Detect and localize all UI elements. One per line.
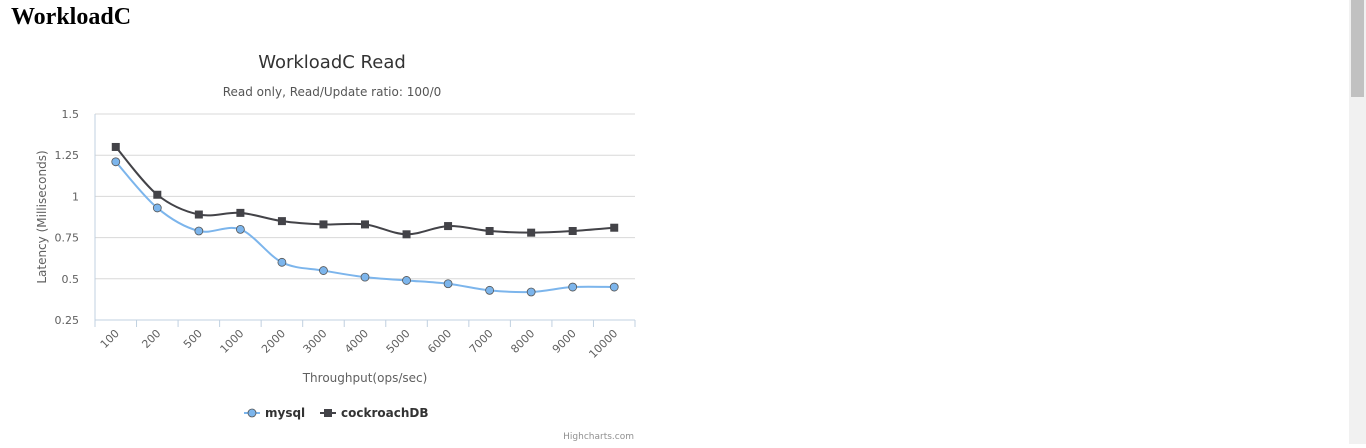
chart-subtitle: Read only, Read/Update ratio: 100/0 <box>223 85 442 99</box>
data-point-cockroachDB[interactable] <box>236 208 245 217</box>
page-heading: WorkloadC <box>11 4 132 30</box>
data-point-mysql[interactable] <box>443 279 453 289</box>
data-point-mysql[interactable] <box>526 287 536 297</box>
scrollbar-thumb[interactable] <box>1351 0 1364 97</box>
x-tick-label: 200 <box>139 327 163 351</box>
data-point-cockroachDB[interactable] <box>568 227 577 236</box>
x-axis-title: Throughput(ops/sec) <box>302 371 428 385</box>
data-point-cockroachDB[interactable] <box>485 227 494 236</box>
y-tick-label: 0.5 <box>62 273 80 286</box>
line-chart: WorkloadC Read Read only, Read/Update ra… <box>35 52 636 442</box>
data-point-mysql[interactable] <box>360 272 370 282</box>
data-point-mysql[interactable] <box>568 282 578 292</box>
legend-item-cockroachDB[interactable]: cockroachDB <box>320 406 428 420</box>
x-tick-label: 4000 <box>342 327 371 356</box>
y-axis-title: Latency (Milliseconds) <box>35 150 49 283</box>
grid-lines <box>95 113 635 280</box>
x-tick-label: 6000 <box>425 327 454 356</box>
data-point-mysql[interactable] <box>402 276 411 285</box>
data-point-cockroachDB[interactable] <box>361 220 369 229</box>
legend-label: cockroachDB <box>341 406 428 420</box>
data-point-cockroachDB[interactable] <box>527 228 536 237</box>
legend-item-mysql[interactable]: mysql <box>244 406 305 420</box>
data-point-mysql[interactable] <box>609 282 619 292</box>
x-tick-label: 10000 <box>586 327 620 361</box>
data-point-cockroachDB[interactable] <box>610 223 619 232</box>
data-point-cockroachDB[interactable] <box>402 230 411 239</box>
data-point-mysql[interactable] <box>235 224 245 234</box>
x-tick-label: 2000 <box>259 327 288 356</box>
data-point-cockroachDB[interactable] <box>319 220 328 229</box>
data-point-mysql[interactable] <box>111 157 121 167</box>
data-point-mysql[interactable] <box>319 266 328 275</box>
axes: 0.25 0.5 0.75 1 1.25 1.5 100 200 500 1000 2000 3000… <box>55 108 636 361</box>
chart-container: WorkloadC Read Read only, Read/Update ra… <box>0 0 650 444</box>
data-point-mysql[interactable] <box>485 285 495 295</box>
x-tick-label: 100 <box>98 327 122 351</box>
x-tick-label: 1000 <box>218 327 247 356</box>
vertical-scrollbar[interactable] <box>1349 0 1366 444</box>
legend-label: mysql <box>265 406 305 420</box>
series-lines <box>115 146 615 294</box>
highcharts-credits-link[interactable]: Highcharts.com <box>563 432 634 442</box>
data-point-cockroachDB[interactable] <box>111 142 120 151</box>
data-point-cockroachDB[interactable] <box>194 210 203 219</box>
data-point-mysql[interactable] <box>152 203 162 213</box>
y-tick-label: 1.25 <box>55 149 80 162</box>
legend-circle-marker <box>247 408 257 418</box>
data-point-cockroachDB[interactable] <box>444 222 453 231</box>
data-point-mysql[interactable] <box>277 257 287 267</box>
x-tick-label: 3000 <box>301 327 330 356</box>
y-tick-label: 1.5 <box>62 108 80 121</box>
x-tick-label: 7000 <box>467 327 496 356</box>
legend-square-marker <box>324 409 332 417</box>
y-tick-label: 0.25 <box>55 314 80 327</box>
data-point-cockroachDB[interactable] <box>153 190 162 199</box>
x-tick-label: 5000 <box>384 327 413 356</box>
data-point-mysql[interactable] <box>194 226 204 236</box>
y-tick-label: 0.75 <box>55 232 80 245</box>
x-tick-label: 9000 <box>550 327 579 356</box>
chart-title: WorkloadC Read <box>258 52 406 73</box>
legend: mysql cockroachDB <box>244 406 428 420</box>
y-tick-label: 1 <box>72 190 79 203</box>
x-tick-label: 500 <box>181 327 205 351</box>
data-point-cockroachDB[interactable] <box>277 217 286 226</box>
x-tick-label: 8000 <box>508 327 537 356</box>
series-markers <box>111 142 619 297</box>
